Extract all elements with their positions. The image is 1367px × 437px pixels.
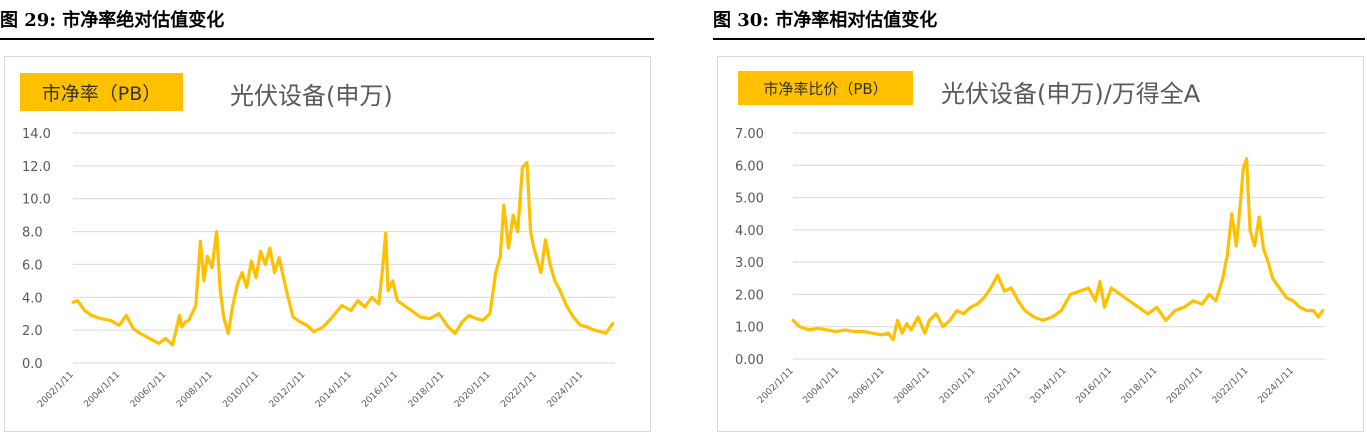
y-tick-label: 0.00 [735, 353, 764, 368]
figure-29-panel: 图 29: 市净率绝对估值变化 14.0 12.0 10.0 8.0 6.0 4.0 2.0… [0, 0, 654, 437]
chart-badge: 市净率（PB） [20, 73, 183, 111]
x-tick-label: 2018/1/11 [407, 370, 447, 410]
x-tick-label: 2018/1/11 [1120, 366, 1160, 406]
x-tick-label: 2024/1/11 [1256, 366, 1296, 406]
x-tick-label: 2012/1/11 [268, 370, 308, 410]
y-tick-label: 14.0 [22, 127, 51, 142]
x-tick-label: 2008/1/11 [175, 370, 215, 410]
x-tick-label: 2014/1/11 [314, 370, 354, 410]
series-line [791, 157, 1325, 342]
chart-frame [4, 56, 651, 432]
x-tick-label: 2022/1/11 [1211, 366, 1251, 406]
figure-30-panel: 图 30: 市净率相对估值变化 7.00 6.00 5.00 4.00 3.00 2.00… [713, 0, 1367, 437]
y-tick-label: 8.0 [22, 226, 43, 241]
x-tick-label: 2014/1/11 [1029, 366, 1069, 406]
figure-title: 图 29: 市净率绝对估值变化 [0, 10, 225, 31]
x-tick-label: 2016/1/11 [1074, 366, 1114, 406]
series-line [71, 161, 615, 347]
chart-title: 光伏设备(申万) [230, 82, 393, 110]
pb-relative-chart: 7.00 6.00 5.00 4.00 3.00 2.00 1.00 0.002002/1/1… [735, 127, 1325, 406]
y-tick-label: 4.00 [735, 224, 764, 239]
x-tick-label: 2006/1/11 [847, 366, 887, 406]
x-tick-label: 2010/1/11 [221, 370, 261, 410]
x-tick-label: 2006/1/11 [129, 370, 169, 410]
y-tick-label: 6.00 [735, 159, 764, 174]
y-tick-label: 4.0 [22, 291, 43, 306]
x-tick-label: 2008/1/11 [893, 366, 933, 406]
x-tick-label: 2010/1/11 [938, 366, 978, 406]
x-tick-label: 2002/1/11 [756, 366, 796, 406]
y-tick-label: 2.00 [735, 288, 764, 303]
x-tick-label: 2002/1/11 [36, 370, 76, 410]
x-tick-label: 2020/1/11 [453, 370, 493, 410]
x-tick-label: 2020/1/11 [1165, 366, 1205, 406]
y-tick-label: 7.00 [735, 127, 764, 142]
x-tick-label: 2016/1/11 [360, 370, 400, 410]
chart-badge: 市净率比价（PB） [738, 71, 913, 105]
y-tick-label: 10.0 [22, 193, 51, 208]
y-tick-label: 1.00 [735, 321, 764, 336]
y-tick-label: 12.0 [22, 160, 51, 175]
y-tick-label: 0.0 [22, 357, 43, 372]
y-tick-label: 2.0 [22, 324, 43, 339]
x-tick-label: 2004/1/11 [82, 370, 122, 410]
chart-title: 光伏设备(申万)/万得全A [941, 80, 1201, 108]
figure-title: 图 30: 市净率相对估值变化 [713, 10, 938, 31]
title-rule [0, 38, 654, 40]
x-tick-label: 2004/1/11 [802, 366, 842, 406]
y-tick-label: 5.00 [735, 192, 764, 207]
title-rule [713, 38, 1365, 40]
x-tick-label: 2022/1/11 [499, 370, 539, 410]
y-tick-label: 3.00 [735, 256, 764, 271]
x-tick-label: 2012/1/11 [983, 366, 1023, 406]
y-tick-label: 6.0 [22, 258, 43, 273]
x-tick-label: 2024/1/11 [546, 370, 586, 410]
